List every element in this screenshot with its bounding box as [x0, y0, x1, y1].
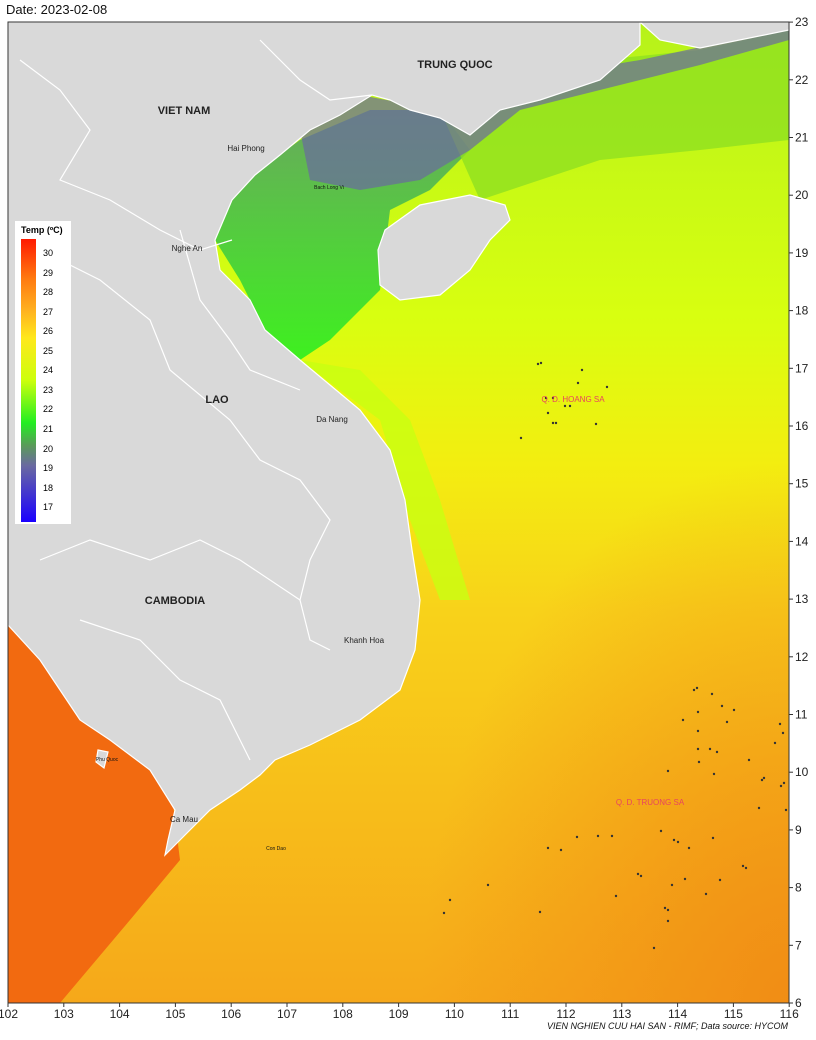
- hoang-sa-islands: [519, 361, 609, 440]
- cold-strip-china: [300, 28, 789, 190]
- y-tick-label: 23: [795, 15, 809, 29]
- y-tick-label: 21: [795, 131, 809, 145]
- x-tick-label: 115: [724, 1007, 743, 1021]
- legend-tick: 27: [43, 306, 54, 317]
- y-tick-label: 11: [795, 708, 808, 722]
- label-bach-long-vi: Bach Long Vi: [314, 185, 344, 191]
- temperature-legend: Temp (ºC) 30 29 28 27 26 25 24 23 22 21 20 19 18 17: [15, 221, 71, 524]
- truong-sa-islands: [442, 686, 788, 950]
- x-tick-label: 106: [221, 1007, 241, 1021]
- x-tick-label: 114: [668, 1007, 687, 1021]
- legend-tick: 28: [43, 287, 54, 298]
- x-axis: 102 103 104 105 106 107 108 109 110 111 112 113 114 1…: [0, 1003, 799, 1021]
- legend-tick: 25: [43, 345, 54, 356]
- legend-tick: 17: [43, 502, 54, 513]
- y-tick-label: 20: [795, 188, 809, 202]
- hainan-island: [377, 194, 511, 301]
- label-khanh-hoa: Khanh Hoa: [344, 636, 385, 645]
- x-tick-label: 110: [445, 1007, 464, 1021]
- x-tick-label: 109: [389, 1007, 409, 1021]
- legend-color-bar: [21, 239, 36, 522]
- label-hai-phong: Hai Phong: [227, 144, 264, 153]
- label-trung-quoc: TRUNG QUOC: [417, 59, 492, 71]
- gulf-of-thailand-warm: [8, 625, 180, 1003]
- legend-tick: 26: [43, 326, 54, 337]
- y-tick-label: 9: [795, 823, 802, 837]
- credit-label: VIEN NGHIEN CUU HAI SAN - RIMF; Data sou…: [546, 1021, 788, 1031]
- y-tick-label: 6: [795, 996, 802, 1010]
- x-tick-label: 112: [556, 1007, 575, 1021]
- y-tick-label: 22: [795, 73, 809, 87]
- label-con-dao: Con Dao: [266, 846, 286, 852]
- label-da-nang: Da Nang: [316, 415, 348, 424]
- label-lao: LAO: [205, 394, 229, 406]
- x-tick-label: 107: [277, 1007, 297, 1021]
- land-mass: [7, 21, 790, 857]
- date-label: Date: 2023-02-08: [6, 2, 108, 17]
- legend-tick: 22: [43, 404, 54, 415]
- legend-tick: 30: [43, 248, 54, 258]
- legend-tick: 19: [43, 463, 54, 474]
- label-ca-mau: Ca Mau: [170, 815, 198, 824]
- mainland: [7, 21, 790, 857]
- country-borders: [19, 39, 373, 761]
- y-tick-label: 8: [795, 881, 802, 895]
- y-tick-label: 14: [795, 534, 809, 548]
- y-tick-label: 7: [795, 938, 802, 952]
- y-tick-label: 15: [795, 477, 809, 491]
- label-nghe-an: Nghe An: [172, 244, 203, 253]
- y-tick-label: 10: [795, 765, 809, 779]
- cool-central-coast: [300, 360, 470, 600]
- x-tick-label: 108: [333, 1007, 353, 1021]
- y-tick-label: 13: [795, 592, 809, 606]
- cool-coast-china: [440, 30, 789, 200]
- warm-southeast: [380, 400, 789, 1003]
- legend-tick: 21: [43, 423, 54, 434]
- legend-tick: 18: [43, 482, 54, 493]
- x-tick-label: 103: [54, 1007, 74, 1021]
- y-tick-label: 17: [795, 361, 809, 375]
- legend-tick: 20: [43, 443, 54, 454]
- label-truong-sa: Q. D. TRUONG SA: [616, 798, 685, 807]
- label-phu-quoc: Phu Quoc: [96, 757, 119, 763]
- y-tick-label: 19: [795, 246, 809, 260]
- y-tick-label: 12: [795, 650, 809, 664]
- legend-tick: 24: [43, 365, 54, 376]
- legend-title: Temp (ºC): [21, 225, 63, 235]
- y-tick-label: 18: [795, 304, 809, 318]
- y-tick-label: 16: [795, 419, 809, 433]
- x-tick-label: 111: [501, 1007, 520, 1021]
- phu-quoc-island: [95, 749, 109, 770]
- x-tick-label: 102: [0, 1007, 18, 1021]
- label-hoang-sa: Q. D. HOANG SA: [541, 395, 605, 404]
- x-tick-label: 104: [110, 1007, 130, 1021]
- label-viet-nam: VIET NAM: [158, 105, 211, 117]
- legend-tick: 29: [43, 267, 54, 278]
- label-cambodia: CAMBODIA: [145, 595, 206, 607]
- x-tick-label: 113: [612, 1007, 631, 1021]
- y-axis: 6 7 8 9 10 11 12 13 14 15 16 17 18 19 20 21 22 23: [789, 15, 809, 1010]
- legend-tick: 23: [43, 384, 54, 395]
- x-tick-label: 105: [165, 1007, 185, 1021]
- x-tick-label: 116: [780, 1007, 799, 1021]
